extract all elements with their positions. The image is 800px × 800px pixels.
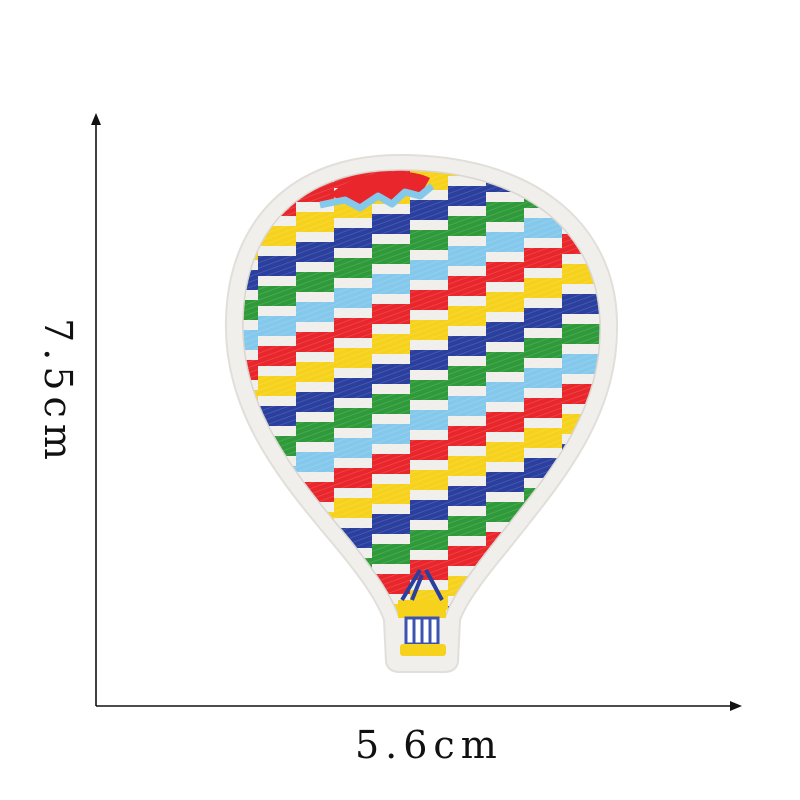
balloon-basket bbox=[400, 616, 446, 656]
horizontal-axis-arrow bbox=[730, 701, 742, 711]
stitch-texture bbox=[242, 170, 601, 615]
stripe-blue bbox=[242, 170, 601, 184]
balloon-crown-edge bbox=[319, 183, 435, 212]
measurement-axes bbox=[91, 113, 742, 711]
vertical-axis-arrow bbox=[91, 113, 101, 125]
balloon-ropes bbox=[398, 568, 446, 618]
balloon-crown bbox=[328, 171, 430, 208]
height-measurement-label: 7.5cm bbox=[36, 318, 80, 466]
width-measurement-label: 5.6cm bbox=[355, 723, 503, 767]
